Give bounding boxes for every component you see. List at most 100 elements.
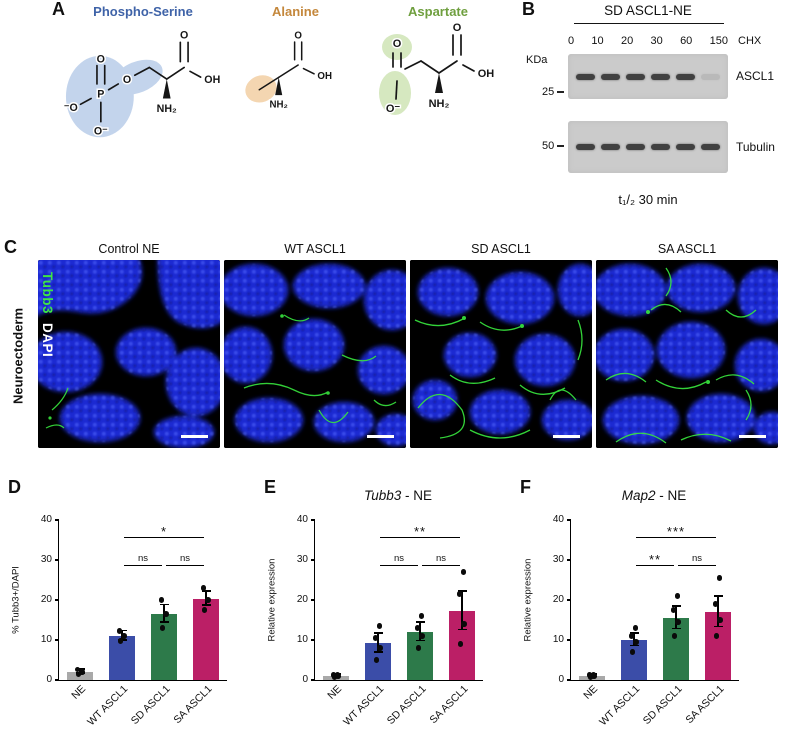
y-tick-label: 40: [552, 514, 564, 525]
data-point: [717, 617, 723, 623]
bar-sd-ascl1: [151, 614, 177, 680]
data-point: [632, 625, 639, 631]
molecule-aspartate: Aspartate: [363, 4, 513, 154]
data-point: [334, 671, 341, 678]
svg-text:OH: OH: [317, 71, 332, 82]
significance-label: ***: [666, 524, 686, 539]
panel-letter-c: C: [4, 237, 17, 257]
significance-line: [124, 564, 162, 566]
y-axis-label: % Tubb3+/DAPI: [10, 566, 22, 634]
y-tick-mark: [311, 599, 315, 601]
chart-title: Tubb3 - NE: [363, 488, 433, 503]
band-row: [568, 54, 728, 99]
data-point: [716, 575, 723, 581]
chart-e: E Tubb3 - NE Relative expression 0 10 20 30…: [256, 476, 508, 738]
y-axis-label: Relative expression: [266, 558, 278, 642]
data-point: [461, 621, 467, 627]
panel-letter-b: B: [522, 0, 535, 19]
x-tick-label: SD ASCL1: [128, 683, 173, 727]
y-tick-label: 20: [40, 594, 52, 605]
column-title: Control NE: [98, 242, 160, 256]
column-title: SD ASCL1: [471, 242, 531, 256]
y-tick-mark: [55, 599, 59, 601]
svg-text:NH₂: NH₂: [270, 99, 288, 110]
svg-text:NH₂: NH₂: [157, 103, 177, 115]
y-tick-mark: [567, 639, 571, 641]
data-point: [418, 613, 425, 619]
significance-line: [124, 536, 204, 538]
data-point: [457, 641, 464, 647]
svg-text:O: O: [453, 22, 462, 34]
data-point: [586, 672, 593, 678]
error-cap: [629, 632, 639, 634]
significance-label: ns: [691, 553, 703, 564]
significance-line: [636, 536, 716, 538]
panel-letter-a: A: [52, 0, 65, 19]
protein-band: [701, 73, 720, 80]
svg-text:O: O: [294, 30, 302, 41]
svg-text:O: O: [393, 38, 402, 50]
significance-line: [166, 564, 204, 566]
bonds: [392, 34, 475, 100]
protein-band: [576, 144, 595, 150]
chart-f: F Map2 - NE Relative expression 0 10 20 30 4…: [512, 476, 764, 738]
marker-tick: [557, 91, 565, 93]
data-point: [159, 625, 166, 631]
row-label-neuroectoderm: Neuroectoderm: [10, 307, 26, 405]
x-tick-label: NE: [325, 683, 345, 702]
error-cap: [671, 627, 681, 630]
data-point: [117, 638, 124, 644]
molecule-name: Alanine: [272, 4, 319, 19]
data-point: [414, 625, 421, 631]
band-row: [568, 121, 728, 173]
data-point: [163, 611, 169, 617]
mw-marker-50: 50: [542, 140, 565, 152]
phospho-serine-structure: O ⁻O O⁻ P O O OH NH₂: [62, 28, 221, 139]
data-point: [372, 635, 379, 641]
y-axis-label: Relative expression: [522, 558, 534, 642]
lane-label: 30: [650, 35, 663, 47]
error-cap: [159, 603, 169, 606]
column-title: SA ASCL1: [657, 242, 717, 256]
data-point: [674, 593, 681, 599]
data-point: [671, 633, 678, 639]
tubb3-label: Tubb3: [40, 272, 55, 314]
data-point: [373, 657, 380, 663]
panel-letter-f: F: [520, 477, 531, 497]
y-tick-mark: [55, 639, 59, 641]
error-cap: [713, 595, 723, 597]
kda-label: KDa: [526, 54, 548, 66]
error-cap: [457, 628, 467, 631]
x-tick-label: SA ASCL1: [683, 683, 727, 727]
data-point: [629, 649, 636, 655]
scale-bar: [553, 435, 580, 438]
y-tick-mark: [55, 559, 59, 561]
micrograph-control-ne: Tubb3 DAPI: [38, 260, 220, 448]
significance-line: [380, 536, 460, 538]
x-tick-label: WT ASCL1: [597, 683, 643, 729]
significance-line: [678, 564, 716, 566]
lane-label: 0: [568, 35, 575, 47]
y-tick-label: 40: [40, 514, 52, 525]
y-tick-label: 10: [40, 634, 52, 645]
alanine-structure: O OH NH₂: [245, 29, 333, 112]
y-tick-mark: [567, 519, 571, 521]
chart-d-plot: 0 10 20 30 40 NE WT ASCL1 SD ASCL1 SA ASCL1 * ns ns: [41, 514, 227, 728]
significance-label: ns: [393, 553, 405, 564]
y-tick-label: 0: [46, 674, 52, 685]
significance-label: ns: [137, 553, 149, 564]
x-tick-label: SA ASCL1: [427, 683, 471, 727]
svg-text:NH₂: NH₂: [429, 98, 450, 110]
x-tick-label: NE: [69, 683, 89, 702]
y-tick-mark: [311, 519, 315, 521]
protein-band: [676, 144, 695, 150]
y-tick-label: 10: [296, 634, 308, 645]
data-point: [330, 672, 337, 678]
data-point: [670, 607, 677, 613]
protein-band: [626, 73, 645, 80]
y-tick-mark: [55, 679, 59, 681]
data-point: [79, 669, 85, 675]
data-point: [116, 628, 123, 634]
svg-text:P: P: [97, 89, 104, 101]
